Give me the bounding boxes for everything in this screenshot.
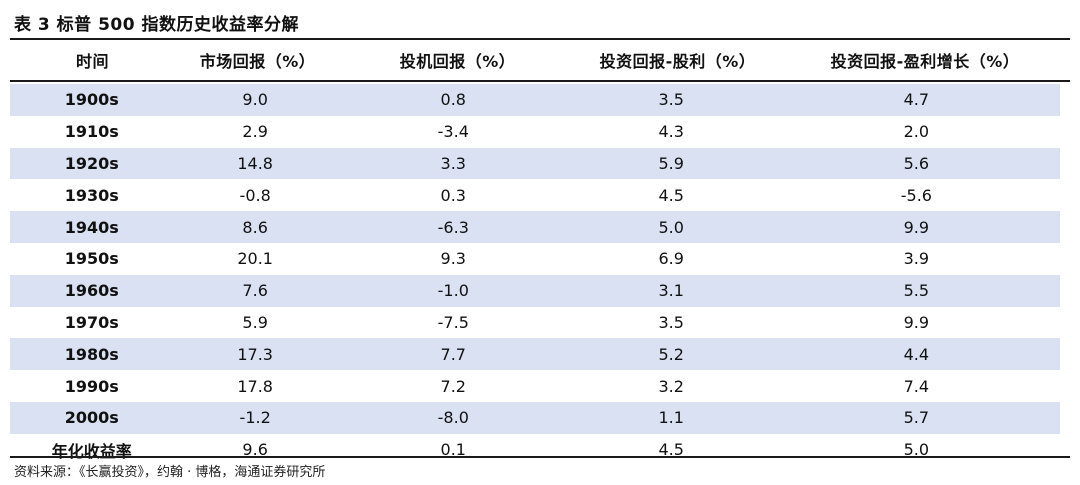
cell-earnings-growth-return: 7.4 [903, 376, 930, 396]
table-row: 年化收益率 9.6 0.1 4.5 5.0 [10, 434, 1060, 466]
table-row: 1930s -0.8 0.3 4.5 -5.6 [10, 179, 1060, 211]
cell-market-return: 9.6 [242, 440, 268, 460]
source-note: 资料来源：《长赢投资》，约翰 · 博格，海通证券研究所 [14, 465, 326, 480]
cell-period: 1930s [64, 185, 119, 205]
cell-dividend-return: 4.5 [658, 440, 684, 460]
table-row: 1920s 14.8 3.3 5.9 5.6 [10, 147, 1060, 180]
cell-dividend-return: 3.5 [658, 312, 684, 332]
cell-speculative-return: -8.0 [437, 408, 469, 428]
cell-period: 1900s [64, 90, 119, 110]
cell-earnings-growth-return: 5.6 [903, 153, 930, 173]
cell-dividend-return: 3.2 [658, 376, 684, 396]
header-period: 时间 [75, 52, 109, 71]
cell-period: 2000s [64, 408, 119, 428]
cell-dividend-return: 6.9 [658, 249, 684, 269]
cell-market-return: 7.6 [242, 281, 268, 301]
cell-period: 1950s [64, 249, 119, 269]
cell-speculative-return: 7.7 [440, 344, 466, 364]
table-row: 1960s 7.6 -1.0 3.1 5.5 [10, 274, 1060, 307]
cell-speculative-return: -1.0 [437, 281, 469, 301]
cell-dividend-return: 1.1 [658, 408, 684, 428]
top-rule [10, 38, 1070, 40]
cell-dividend-return: 3.5 [658, 90, 684, 110]
header-market-return: 市场回报（%） [199, 52, 316, 71]
table-row: 1940s 8.6 -6.3 5.0 9.9 [10, 211, 1060, 243]
cell-period: 1980s [64, 344, 119, 364]
bottom-rule [10, 456, 1070, 458]
cell-market-return: -1.2 [239, 408, 271, 428]
cell-period: 年化收益率 [51, 441, 132, 461]
cell-dividend-return: 5.9 [658, 153, 684, 173]
cell-dividend-return: 4.5 [658, 185, 684, 205]
cell-earnings-growth-return: 4.7 [903, 90, 930, 110]
cell-speculative-return: -6.3 [437, 217, 469, 237]
cell-earnings-growth-return: 5.5 [903, 281, 930, 301]
cell-earnings-growth-return: 5.7 [903, 408, 930, 428]
cell-earnings-growth-return: 4.4 [903, 344, 930, 364]
table-row: 1980s 17.3 7.7 5.2 4.4 [10, 338, 1060, 371]
cell-speculative-return: 7.2 [440, 376, 466, 396]
cell-speculative-return: -3.4 [437, 122, 469, 142]
header-speculative-return: 投机回报（%） [399, 52, 516, 71]
table-row: 1910s 2.9 -3.4 4.3 2.0 [10, 116, 1060, 148]
cell-dividend-return: 4.3 [658, 122, 684, 142]
cell-period: 1920s [64, 153, 119, 173]
table-body: 1900s 9.0 0.8 3.5 4.7 1910s 2.9 -3.4 4.3 2.0 1920s… [10, 84, 1060, 466]
table-row: 1900s 9.0 0.8 3.5 4.7 [10, 84, 1060, 116]
cell-market-return: 17.3 [237, 344, 273, 364]
cell-speculative-return: 0.3 [440, 185, 466, 205]
cell-dividend-return: 5.2 [658, 344, 684, 364]
cell-speculative-return: 3.3 [440, 153, 466, 173]
cell-market-return: 20.1 [237, 249, 273, 269]
cell-period: 1970s [64, 312, 119, 332]
cell-speculative-return: 0.8 [440, 90, 466, 110]
header-dividend-return: 投资回报-股利（%） [599, 52, 756, 71]
table-row: 1970s 5.9 -7.5 3.5 9.9 [10, 307, 1060, 339]
table-header: 时间 市场回报（%） 投机回报（%） 投资回报-股利（%） 投资回报-盈利增长（… [10, 40, 1070, 80]
cell-speculative-return: 0.1 [440, 440, 466, 460]
cell-period: 1960s [64, 281, 119, 301]
header-earnings-growth-return: 投资回报-盈利增长（%） [830, 52, 1020, 71]
table-row: 2000s -1.2 -8.0 1.1 5.7 [10, 401, 1060, 434]
cell-period: 1940s [64, 217, 119, 237]
cell-earnings-growth-return: 3.9 [903, 249, 930, 269]
table-row: 1950s 20.1 9.3 6.9 3.9 [10, 243, 1060, 275]
cell-market-return: 5.9 [242, 312, 268, 332]
cell-market-return: 14.8 [237, 153, 273, 173]
cell-market-return: 17.8 [237, 376, 273, 396]
cell-period: 1910s [64, 122, 119, 142]
cell-dividend-return: 5.0 [658, 217, 684, 237]
cell-market-return: 8.6 [242, 217, 268, 237]
cell-market-return: 9.0 [242, 90, 268, 110]
table-row: 1990s 17.8 7.2 3.2 7.4 [10, 370, 1060, 402]
cell-speculative-return: 9.3 [440, 249, 466, 269]
cell-earnings-growth-return: -5.6 [900, 185, 932, 205]
cell-market-return: 2.9 [242, 122, 268, 142]
cell-earnings-growth-return: 9.9 [903, 312, 930, 332]
cell-earnings-growth-return: 2.0 [903, 122, 930, 142]
cell-dividend-return: 3.1 [658, 281, 684, 301]
cell-earnings-growth-return: 9.9 [903, 217, 930, 237]
cell-speculative-return: -7.5 [437, 312, 469, 332]
cell-period: 1990s [64, 376, 119, 396]
cell-market-return: -0.8 [239, 185, 271, 205]
cell-earnings-growth-return: 5.0 [903, 440, 930, 460]
table-title: 表 3 标普 500 指数历史收益率分解 [14, 15, 299, 35]
header-rule [10, 80, 1070, 82]
